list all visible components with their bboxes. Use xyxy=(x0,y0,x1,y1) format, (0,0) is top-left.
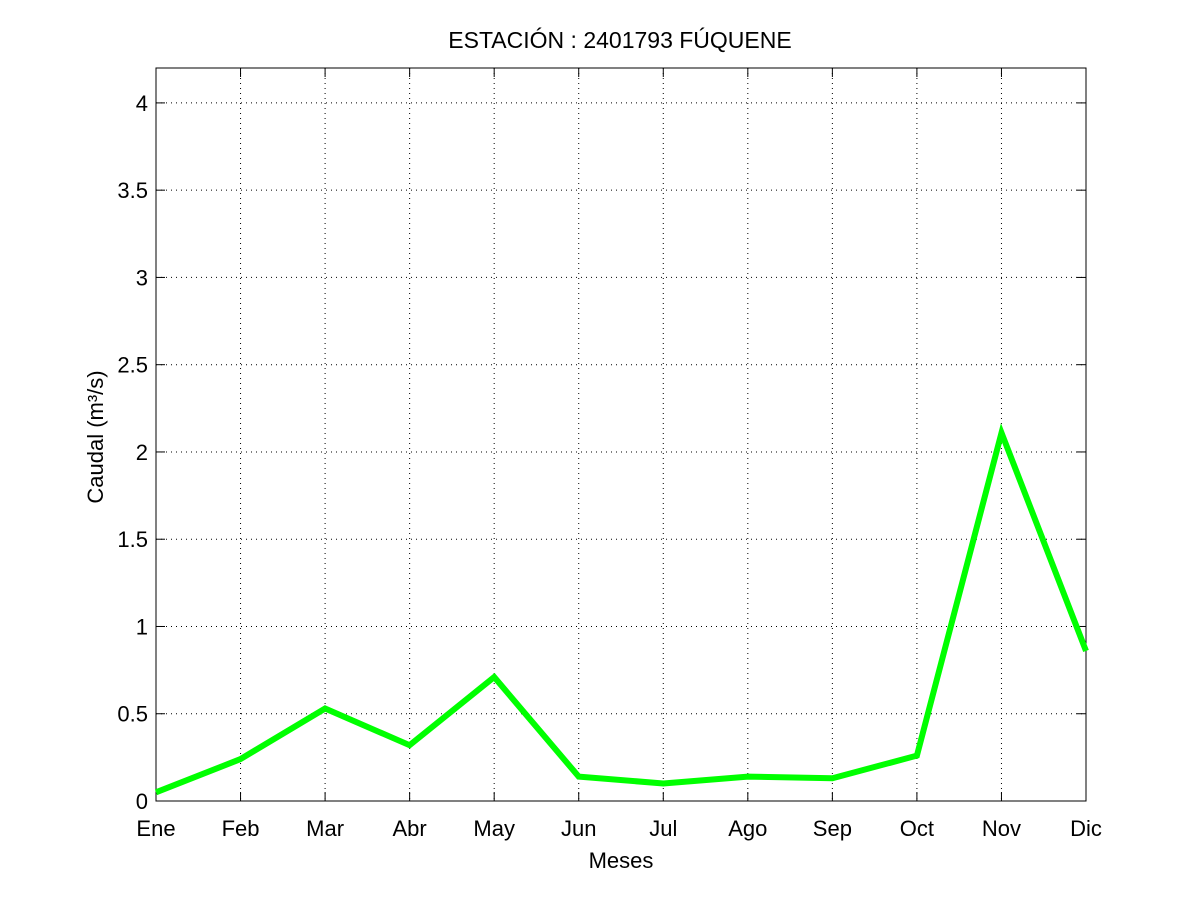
y-tick-label: 0 xyxy=(136,789,148,814)
x-tick-label: Oct xyxy=(900,816,934,841)
x-tick-label: Sep xyxy=(813,816,852,841)
y-tick-label: 1.5 xyxy=(117,527,148,552)
y-tick-label: 2 xyxy=(136,440,148,465)
x-tick-label: Jun xyxy=(561,816,596,841)
chart-title: ESTACIÓN : 2401793 FÚQUENE xyxy=(448,27,791,53)
x-tick-label: Abr xyxy=(393,816,427,841)
y-tick-label: 4 xyxy=(136,91,148,116)
y-axis-label: Caudal (m³/s) xyxy=(83,370,108,503)
plot-frame xyxy=(155,67,1087,802)
x-tick-label: Feb xyxy=(222,816,260,841)
x-tick-label: Ene xyxy=(136,816,175,841)
x-axis-label: Meses xyxy=(589,848,654,873)
x-tick-label: Jul xyxy=(649,816,677,841)
y-tick-label: 2.5 xyxy=(117,353,148,378)
x-tick-label: Mar xyxy=(306,816,344,841)
series-line xyxy=(154,423,1089,796)
x-tick-label: Nov xyxy=(982,816,1021,841)
x-tick-label: May xyxy=(473,816,515,841)
x-tick-label: Ago xyxy=(728,816,767,841)
y-tick-label: 3 xyxy=(136,265,148,290)
y-tick-label: 3.5 xyxy=(117,178,148,203)
y-tick-label: 1 xyxy=(136,614,148,639)
grid xyxy=(156,68,1086,801)
x-tick-label: Dic xyxy=(1070,816,1102,841)
series-layer xyxy=(154,423,1089,796)
ticks: 0 0.5 1 1.5 2 2.5 3 3.5 4 Ene Feb Mar Abr May Jun Jul Ag… xyxy=(117,68,1102,841)
y-tick-label: 0.5 xyxy=(117,702,148,727)
